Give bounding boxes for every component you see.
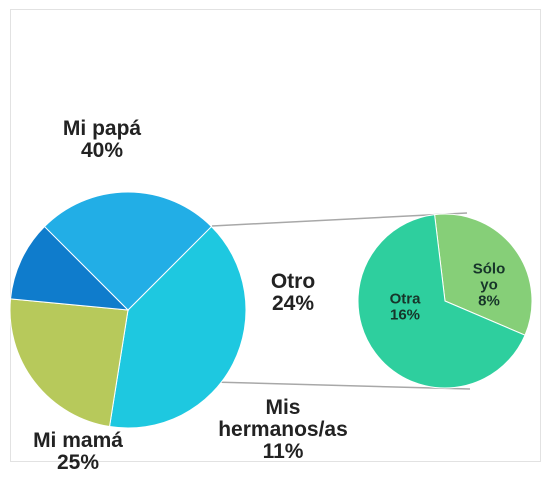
slice-value: 16% (389, 306, 421, 323)
connector (211, 212, 468, 227)
slice-name: Otro (270, 269, 316, 293)
connector (211, 381, 471, 390)
slice-label: Mi mamá 25% (13, 428, 143, 474)
pie-slice (9, 225, 130, 311)
slice-value: 24% (271, 292, 315, 315)
slice-label: Sólo yo 8% (467, 261, 512, 308)
slice-label: Otra 16% (375, 291, 435, 323)
slice-value: 40% (80, 139, 124, 162)
slice-name: Mi papá (62, 116, 142, 140)
slice-name: Mis hermanos/as (218, 395, 348, 441)
pie-slice (357, 214, 526, 389)
slice-value: 8% (478, 291, 500, 309)
slice-value: 25% (56, 451, 100, 474)
slice-label: Otro 24% (253, 269, 333, 315)
slice-name: Sólo yo (472, 260, 506, 294)
slice-name: Otra (389, 290, 421, 308)
pie-slice (108, 225, 247, 429)
slice-label: Mis hermanos/as 11% (218, 395, 348, 464)
slice-label: Mi papá 40% (32, 116, 172, 162)
pie-slice (434, 213, 533, 336)
slice-name: Mi mamá (33, 428, 123, 452)
pie-slice (43, 191, 213, 311)
slice-value: 11% (262, 440, 304, 464)
pie-slice (9, 298, 129, 428)
